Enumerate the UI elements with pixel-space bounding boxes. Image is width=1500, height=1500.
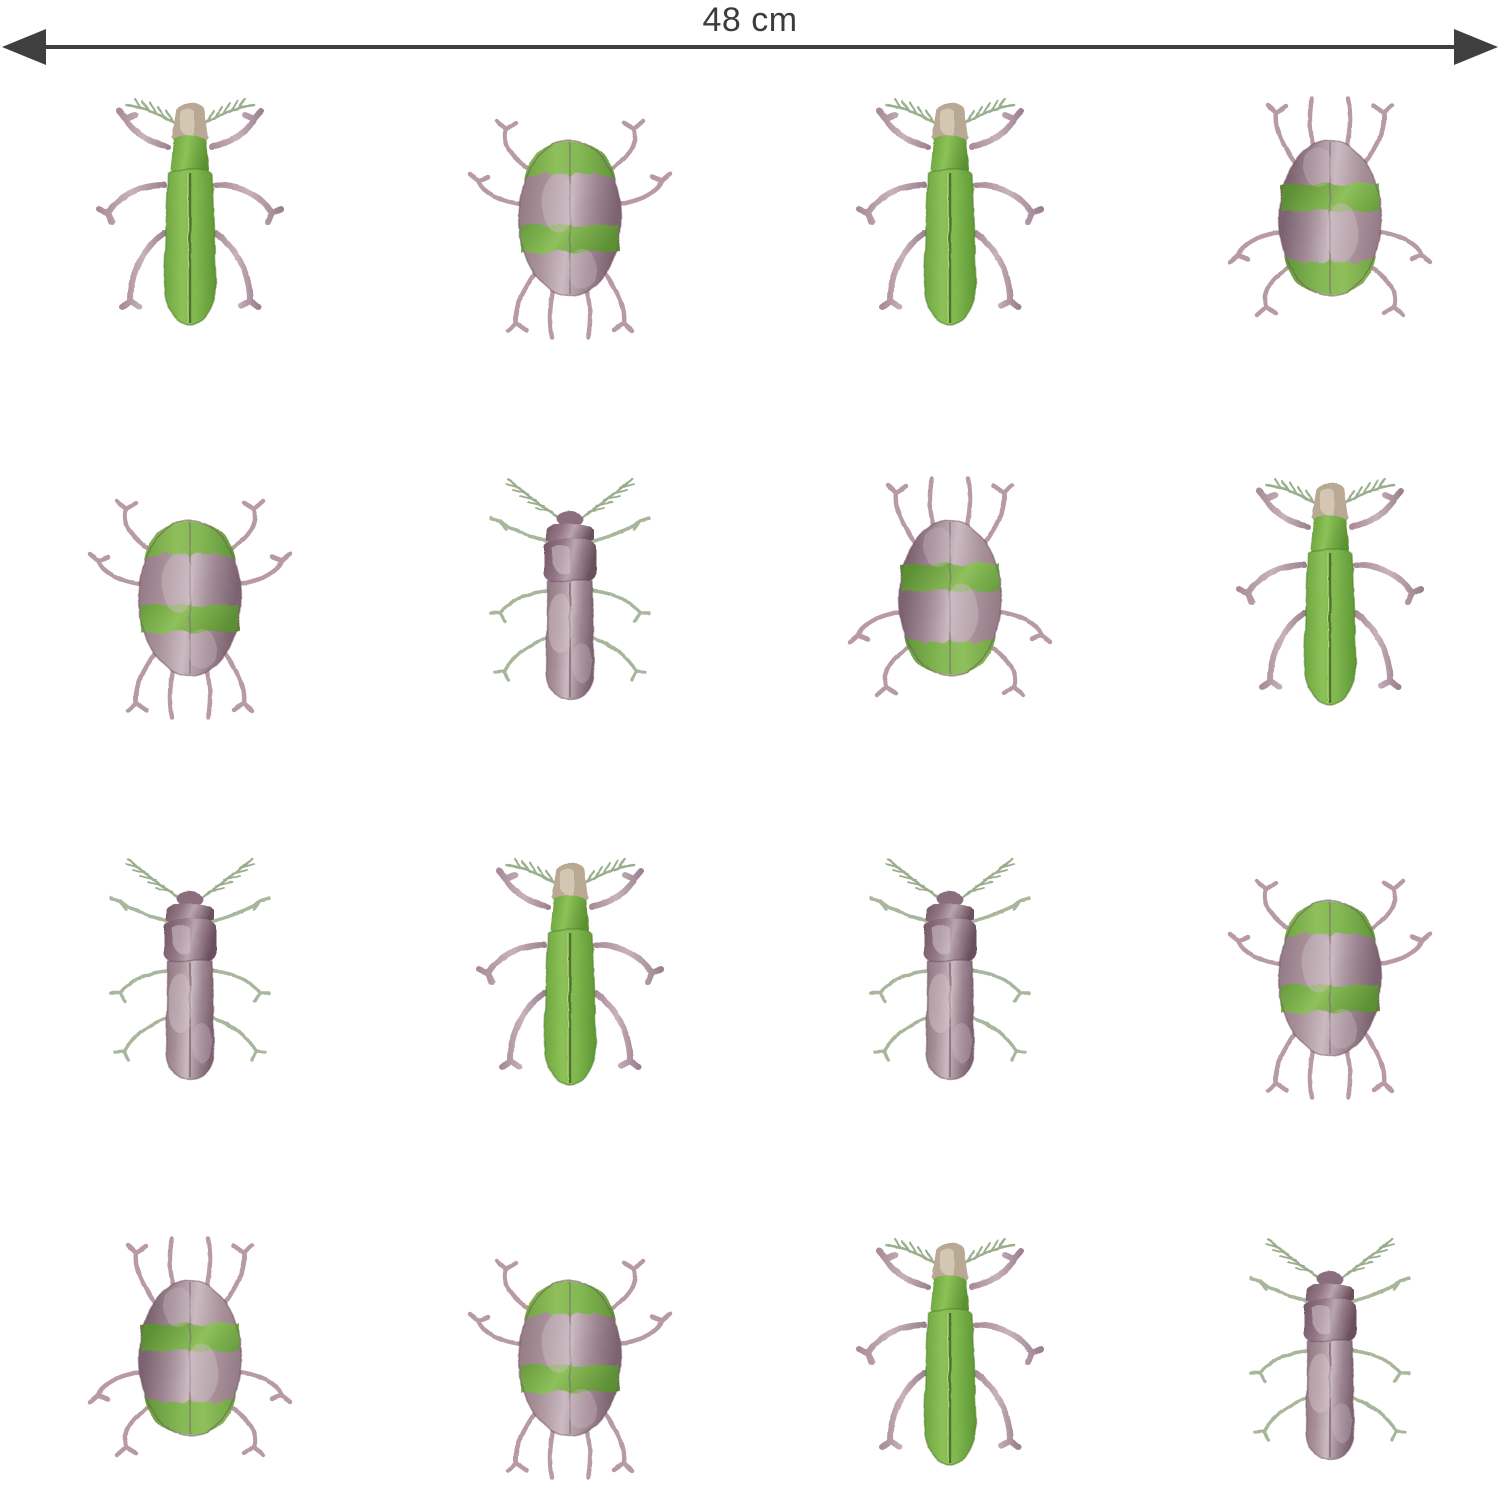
beetle-illustration [850, 473, 1050, 723]
beetle-illustration [1230, 473, 1430, 723]
beetle-green-longhorn-beetle [1140, 408, 1500, 788]
beetle-illustration [850, 853, 1050, 1103]
beetle-banded-oval-beetle [1140, 788, 1500, 1168]
beetle-illustration [470, 853, 670, 1103]
beetle-inverted-banded-beetle [0, 1168, 380, 1500]
dimension-arrow [2, 29, 1498, 65]
pattern-tiles [0, 68, 1500, 1500]
beetle-pattern-field [0, 68, 1500, 1500]
beetle-illustration [470, 473, 670, 723]
beetle-mauve-rove-beetle [380, 408, 760, 788]
beetle-illustration [850, 1233, 1050, 1483]
beetle-illustration [90, 93, 290, 343]
arrowhead-right-icon [1454, 29, 1498, 65]
beetle-illustration [1230, 853, 1430, 1103]
beetle-green-longhorn-beetle [760, 1168, 1140, 1500]
beetle-illustration [470, 1233, 670, 1483]
beetle-illustration [1230, 1233, 1430, 1483]
beetle-illustration [470, 93, 670, 343]
beetle-illustration [1230, 93, 1430, 343]
dimension-label: 48 cm [702, 1, 798, 39]
beetle-mauve-rove-beetle [1140, 1168, 1500, 1500]
beetle-mauve-rove-beetle [760, 788, 1140, 1168]
beetle-green-longhorn-beetle [380, 788, 760, 1168]
beetle-green-longhorn-beetle [760, 68, 1140, 408]
beetle-banded-oval-beetle [0, 408, 380, 788]
dimension-annotation: 48 cm [0, 0, 1500, 68]
arrowhead-left-icon [2, 29, 46, 65]
beetle-illustration [90, 853, 290, 1103]
beetle-mauve-rove-beetle [0, 788, 380, 1168]
beetle-banded-oval-beetle [380, 1168, 760, 1500]
beetle-inverted-banded-beetle [1140, 68, 1500, 408]
beetle-illustration [850, 93, 1050, 343]
beetle-banded-oval-beetle [380, 68, 760, 408]
beetle-green-longhorn-beetle [0, 68, 380, 408]
beetle-illustration [90, 473, 290, 723]
beetle-inverted-banded-beetle [760, 408, 1140, 788]
beetle-illustration [90, 1233, 290, 1483]
